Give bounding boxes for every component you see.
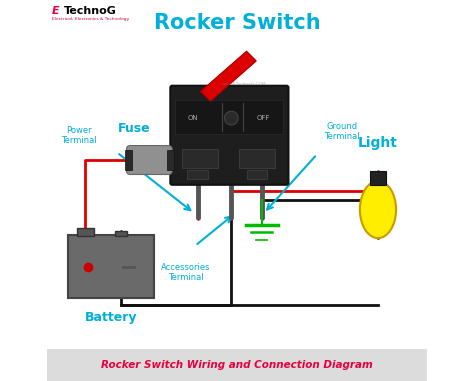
Text: Ground
Terminal: Ground Terminal (324, 122, 360, 141)
Text: Battery: Battery (85, 311, 137, 323)
FancyBboxPatch shape (46, 349, 428, 381)
Ellipse shape (360, 181, 396, 238)
Text: E: E (52, 6, 60, 16)
Text: www.ETechnoG.COM: www.ETechnoG.COM (222, 82, 267, 86)
Bar (125, 150, 132, 170)
Text: OFF: OFF (257, 115, 270, 121)
FancyBboxPatch shape (127, 146, 172, 174)
Bar (77, 228, 94, 236)
FancyBboxPatch shape (68, 235, 155, 298)
Bar (166, 150, 174, 170)
Text: Fuse: Fuse (118, 122, 150, 135)
Text: Rocker Switch Wiring and Connection Diagram: Rocker Switch Wiring and Connection Diag… (101, 360, 373, 370)
FancyBboxPatch shape (175, 100, 283, 134)
Text: Accessories
Terminal: Accessories Terminal (161, 263, 210, 282)
Bar (188, 170, 209, 179)
Bar (239, 149, 275, 168)
Text: Light: Light (358, 136, 398, 150)
Bar (370, 171, 386, 185)
Text: TechnoG: TechnoG (64, 6, 117, 16)
Bar (182, 149, 218, 168)
Circle shape (224, 111, 238, 125)
Text: ON: ON (188, 115, 199, 121)
FancyBboxPatch shape (170, 86, 289, 185)
Polygon shape (201, 51, 256, 101)
Bar (115, 231, 127, 236)
Bar (246, 170, 267, 179)
Text: Power
Terminal: Power Terminal (61, 126, 97, 145)
Text: Electrical, Electronics & Technology: Electrical, Electronics & Technology (52, 17, 129, 21)
Text: Rocker Switch: Rocker Switch (154, 13, 320, 33)
